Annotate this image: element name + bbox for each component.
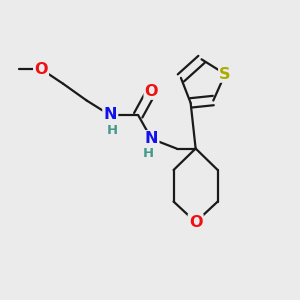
Text: N: N — [103, 107, 117, 122]
Text: H: H — [107, 124, 118, 137]
Text: S: S — [219, 67, 231, 82]
Text: O: O — [189, 214, 202, 230]
Text: N: N — [145, 131, 158, 146]
Text: H: H — [143, 147, 154, 160]
Text: O: O — [34, 61, 48, 76]
Text: O: O — [145, 84, 158, 99]
